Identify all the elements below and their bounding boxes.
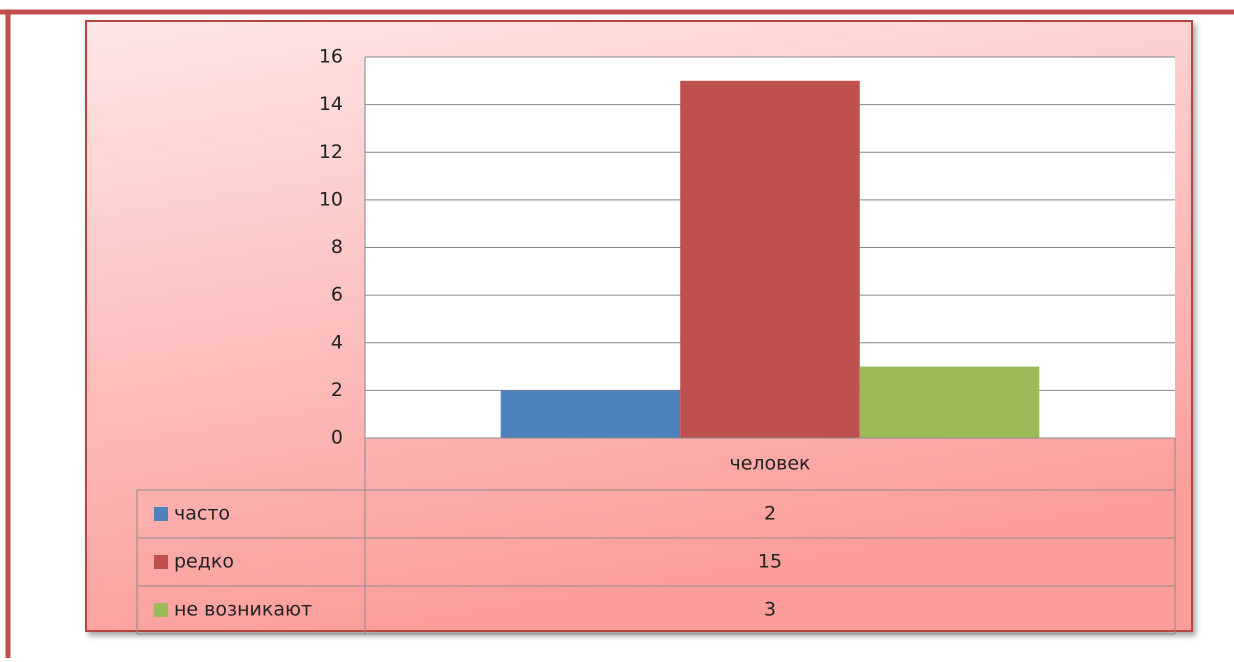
legend-label: часто: [174, 503, 230, 525]
legend-key: [154, 603, 168, 617]
y-tick-label: 16: [319, 46, 343, 68]
table-value: 15: [758, 551, 782, 573]
y-tick-label: 2: [331, 379, 343, 401]
y-tick-label: 14: [319, 93, 343, 115]
y-tick-label: 0: [331, 427, 343, 449]
x-tick-label: человек: [729, 453, 810, 475]
legend-key: [154, 555, 168, 569]
y-tick-label: 8: [331, 236, 343, 258]
y-tick-label: 12: [319, 141, 343, 163]
legend-label: редко: [174, 551, 234, 573]
table-value: 2: [764, 503, 776, 525]
bar: [500, 390, 681, 438]
bar: [859, 366, 1040, 438]
table-value: 3: [764, 599, 776, 621]
bar: [680, 80, 860, 438]
y-tick-label: 10: [319, 188, 343, 210]
legend-key: [154, 507, 168, 521]
y-tick-label: 6: [331, 284, 343, 306]
y-tick-label: 4: [331, 331, 343, 353]
legend-label: не возникают: [174, 599, 312, 621]
